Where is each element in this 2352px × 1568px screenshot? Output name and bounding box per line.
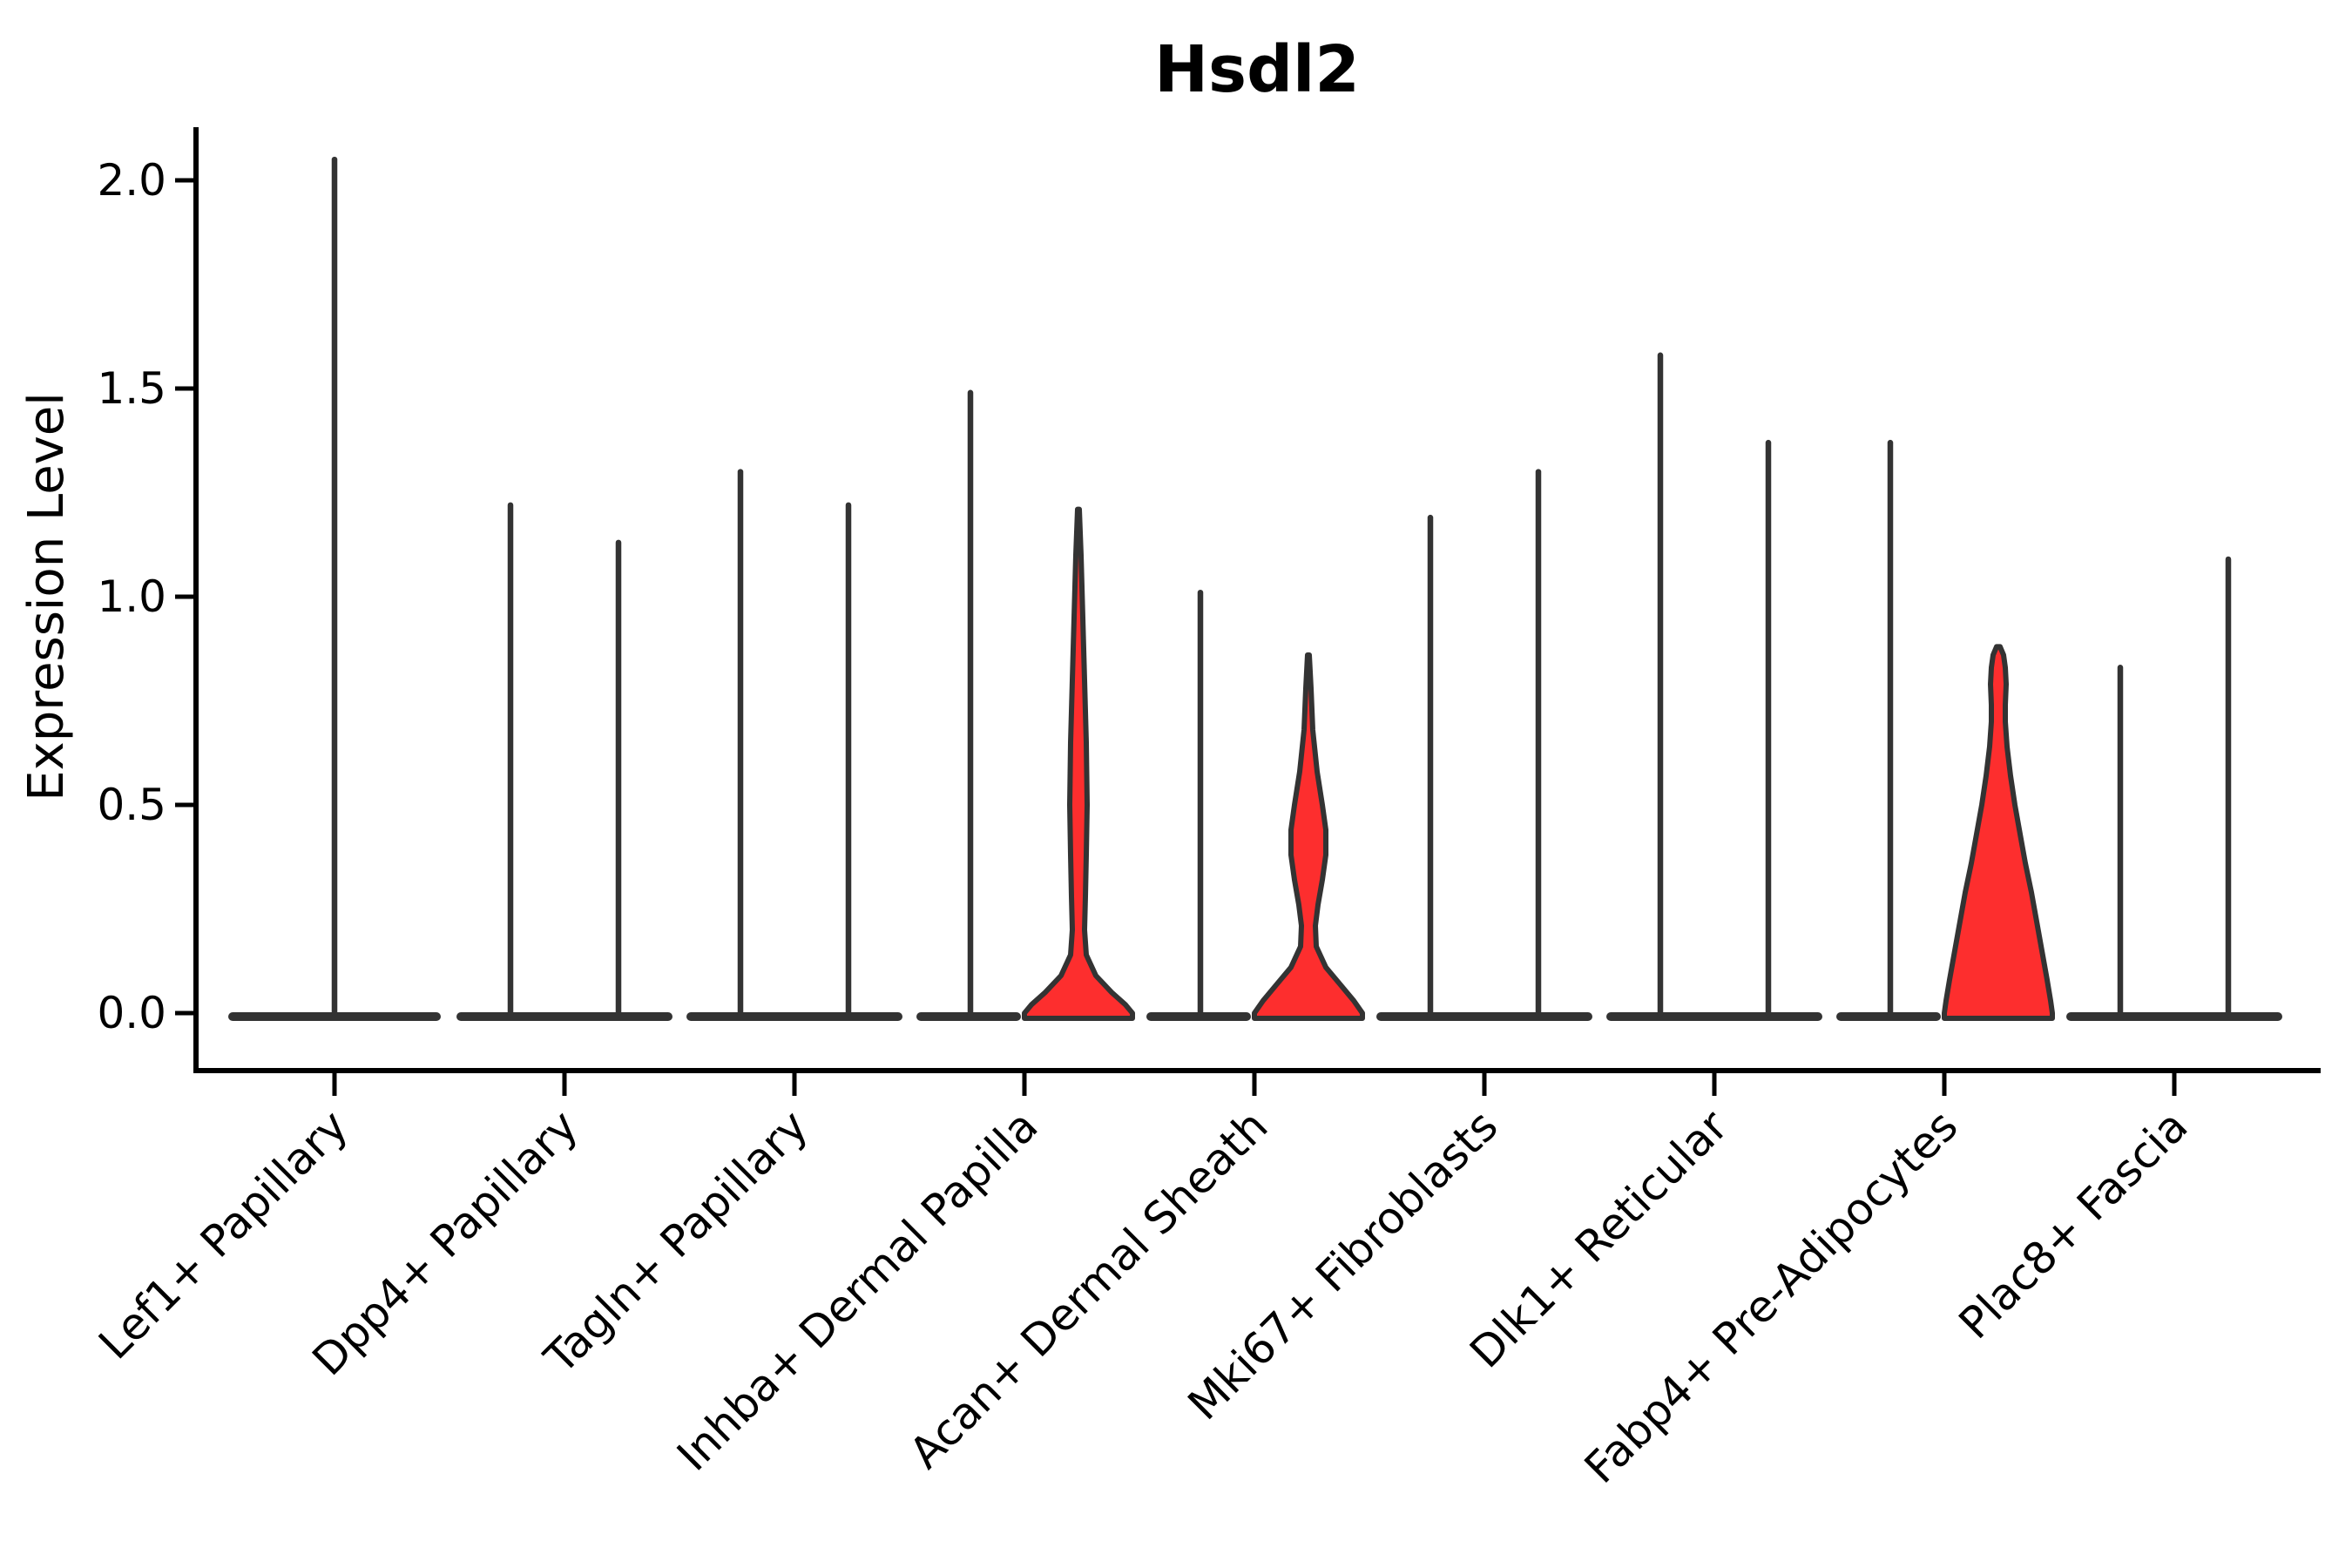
axes <box>175 127 2321 1096</box>
y-axis-label: Expression Level <box>18 392 75 801</box>
y-tick-label: 0.5 <box>97 780 166 830</box>
violins <box>228 156 2282 1021</box>
x-tick-label: Lef1+ Papillary <box>89 1100 357 1369</box>
violin-filled <box>1022 506 1135 1021</box>
y-tick-label: 1.5 <box>97 363 166 414</box>
y-tick-label: 2.0 <box>97 155 166 206</box>
chart-title: Hsdl2 <box>1154 32 1360 107</box>
violin-filled <box>1252 652 1365 1021</box>
violin-filled <box>1942 644 2055 1021</box>
y-tick-label: 0.0 <box>97 988 166 1038</box>
y-tick-label: 1.0 <box>97 571 166 622</box>
x-tick-label: Fabp4+ Pre-Adipocytes <box>1575 1100 1968 1493</box>
x-tick-label: Plac8+ Fascia <box>1950 1100 2198 1348</box>
